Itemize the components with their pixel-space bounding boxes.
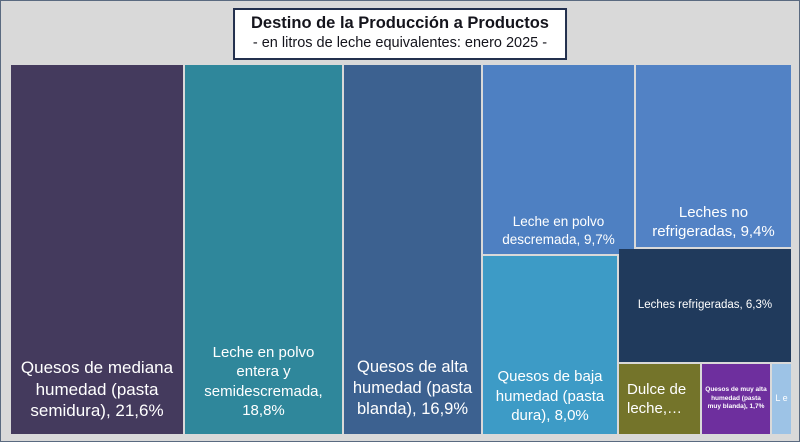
segment-label: Leche en polvo descremada, 9,7% (502, 214, 615, 247)
treemap-segment-dulce-de-leche: Dulce de leche,… (619, 364, 700, 434)
segment-label: Quesos de baja humedad (pasta dura), 8,0… (495, 368, 605, 424)
segment-label: Leches refrigeradas, 6,3% (637, 299, 773, 312)
segment-label: Quesos de muy alta humedad (pasta muy bl… (705, 385, 767, 411)
treemap-segment-leche-polvo-descremada: Leche en polvo descremada, 9,7% (483, 65, 634, 254)
treemap-segment-leches-refrigeradas: Leches refrigeradas, 6,3% (619, 249, 791, 362)
segment-label: Leche en polvo entera y semidescremada, … (204, 344, 323, 419)
treemap-segment-quesos-alta-humedad: Quesos de alta humedad (pasta blanda), 1… (344, 65, 481, 434)
treemap-segment-quesos-muy-alta-humedad: Quesos de muy alta humedad (pasta muy bl… (702, 364, 770, 434)
segment-label: Leches no refrigeradas, 9,4% (652, 203, 775, 240)
treemap-segment-leches-no-refrigeradas: Leches no refrigeradas, 9,4% (636, 65, 791, 247)
segment-label: L e (775, 393, 788, 404)
treemap-segment-quesos-mediana-humedad: Quesos de mediana humedad (pasta semidur… (11, 65, 183, 434)
treemap-segment-quesos-baja-humedad: Quesos de baja humedad (pasta dura), 8,0… (483, 256, 617, 434)
chart-title-box: Destino de la Producción a Productos - e… (233, 8, 567, 61)
segment-label: Dulce de leche,… (627, 380, 687, 417)
chart-subtitle: - en litros de leche equivalentes: enero… (252, 35, 548, 52)
treemap-segment-truncated: L e (772, 364, 791, 434)
segment-label: Quesos de alta humedad (pasta blanda), 1… (352, 357, 473, 418)
segment-label: Quesos de mediana humedad (pasta semidur… (20, 357, 174, 421)
treemap-segment-leche-polvo-entera: Leche en polvo entera y semidescremada, … (185, 65, 342, 434)
chart-title: Destino de la Producción a Productos (251, 14, 549, 32)
